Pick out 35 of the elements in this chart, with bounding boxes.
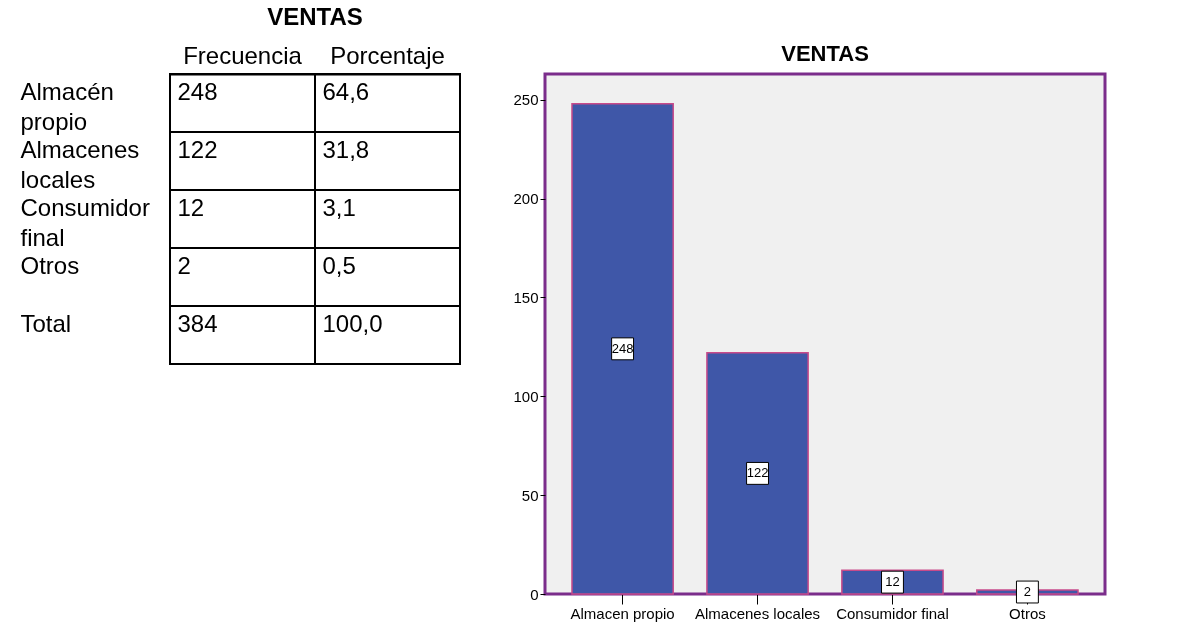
x-tick-label: Porcentaje	[330, 41, 445, 69]
y-tick-label: 100	[513, 387, 539, 405]
y-tick-label: Total	[20, 310, 72, 337]
x-tick-label: Consumidor final	[836, 604, 949, 622]
data-label: 31,8	[322, 136, 370, 163]
x-tick-label: Almacen propio	[570, 604, 675, 622]
y-tick-label: Otros	[20, 252, 80, 279]
y-tick-label: 250	[513, 91, 539, 109]
bar	[706, 352, 809, 595]
y-tick-label: 200	[513, 190, 539, 208]
y-tick-label: Almacén propio	[20, 78, 114, 135]
data-label: 12	[885, 574, 900, 590]
data-label: 12	[177, 194, 205, 221]
y-tick-label: Consumidor final	[20, 194, 150, 251]
data-label: 2	[177, 252, 191, 279]
x-tick-label: Otros	[1009, 604, 1046, 622]
data-label: 100,0	[322, 310, 383, 337]
data-label: 0,5	[322, 252, 356, 279]
x-tick-label: Almacenes locales	[695, 604, 821, 622]
data-label: 3,1	[322, 194, 356, 221]
data-label: 248	[611, 340, 634, 356]
data-label: 122	[177, 136, 218, 163]
data-label: 384	[177, 310, 218, 337]
data-label: 64,6	[322, 78, 370, 105]
chart-title: VENTAS	[267, 3, 363, 30]
x-tick-label: Frecuencia	[183, 41, 303, 69]
data-label: 248	[177, 78, 218, 105]
y-tick-label: Almacenes locales	[20, 136, 140, 193]
chart-title: VENTAS	[781, 41, 869, 66]
y-tick-label: 150	[513, 288, 539, 306]
bar	[571, 102, 674, 595]
y-tick-label: 0	[530, 585, 539, 603]
y-tick-label: 50	[521, 486, 539, 504]
data-label: 2	[1023, 584, 1032, 600]
data-label: 122	[746, 465, 769, 481]
